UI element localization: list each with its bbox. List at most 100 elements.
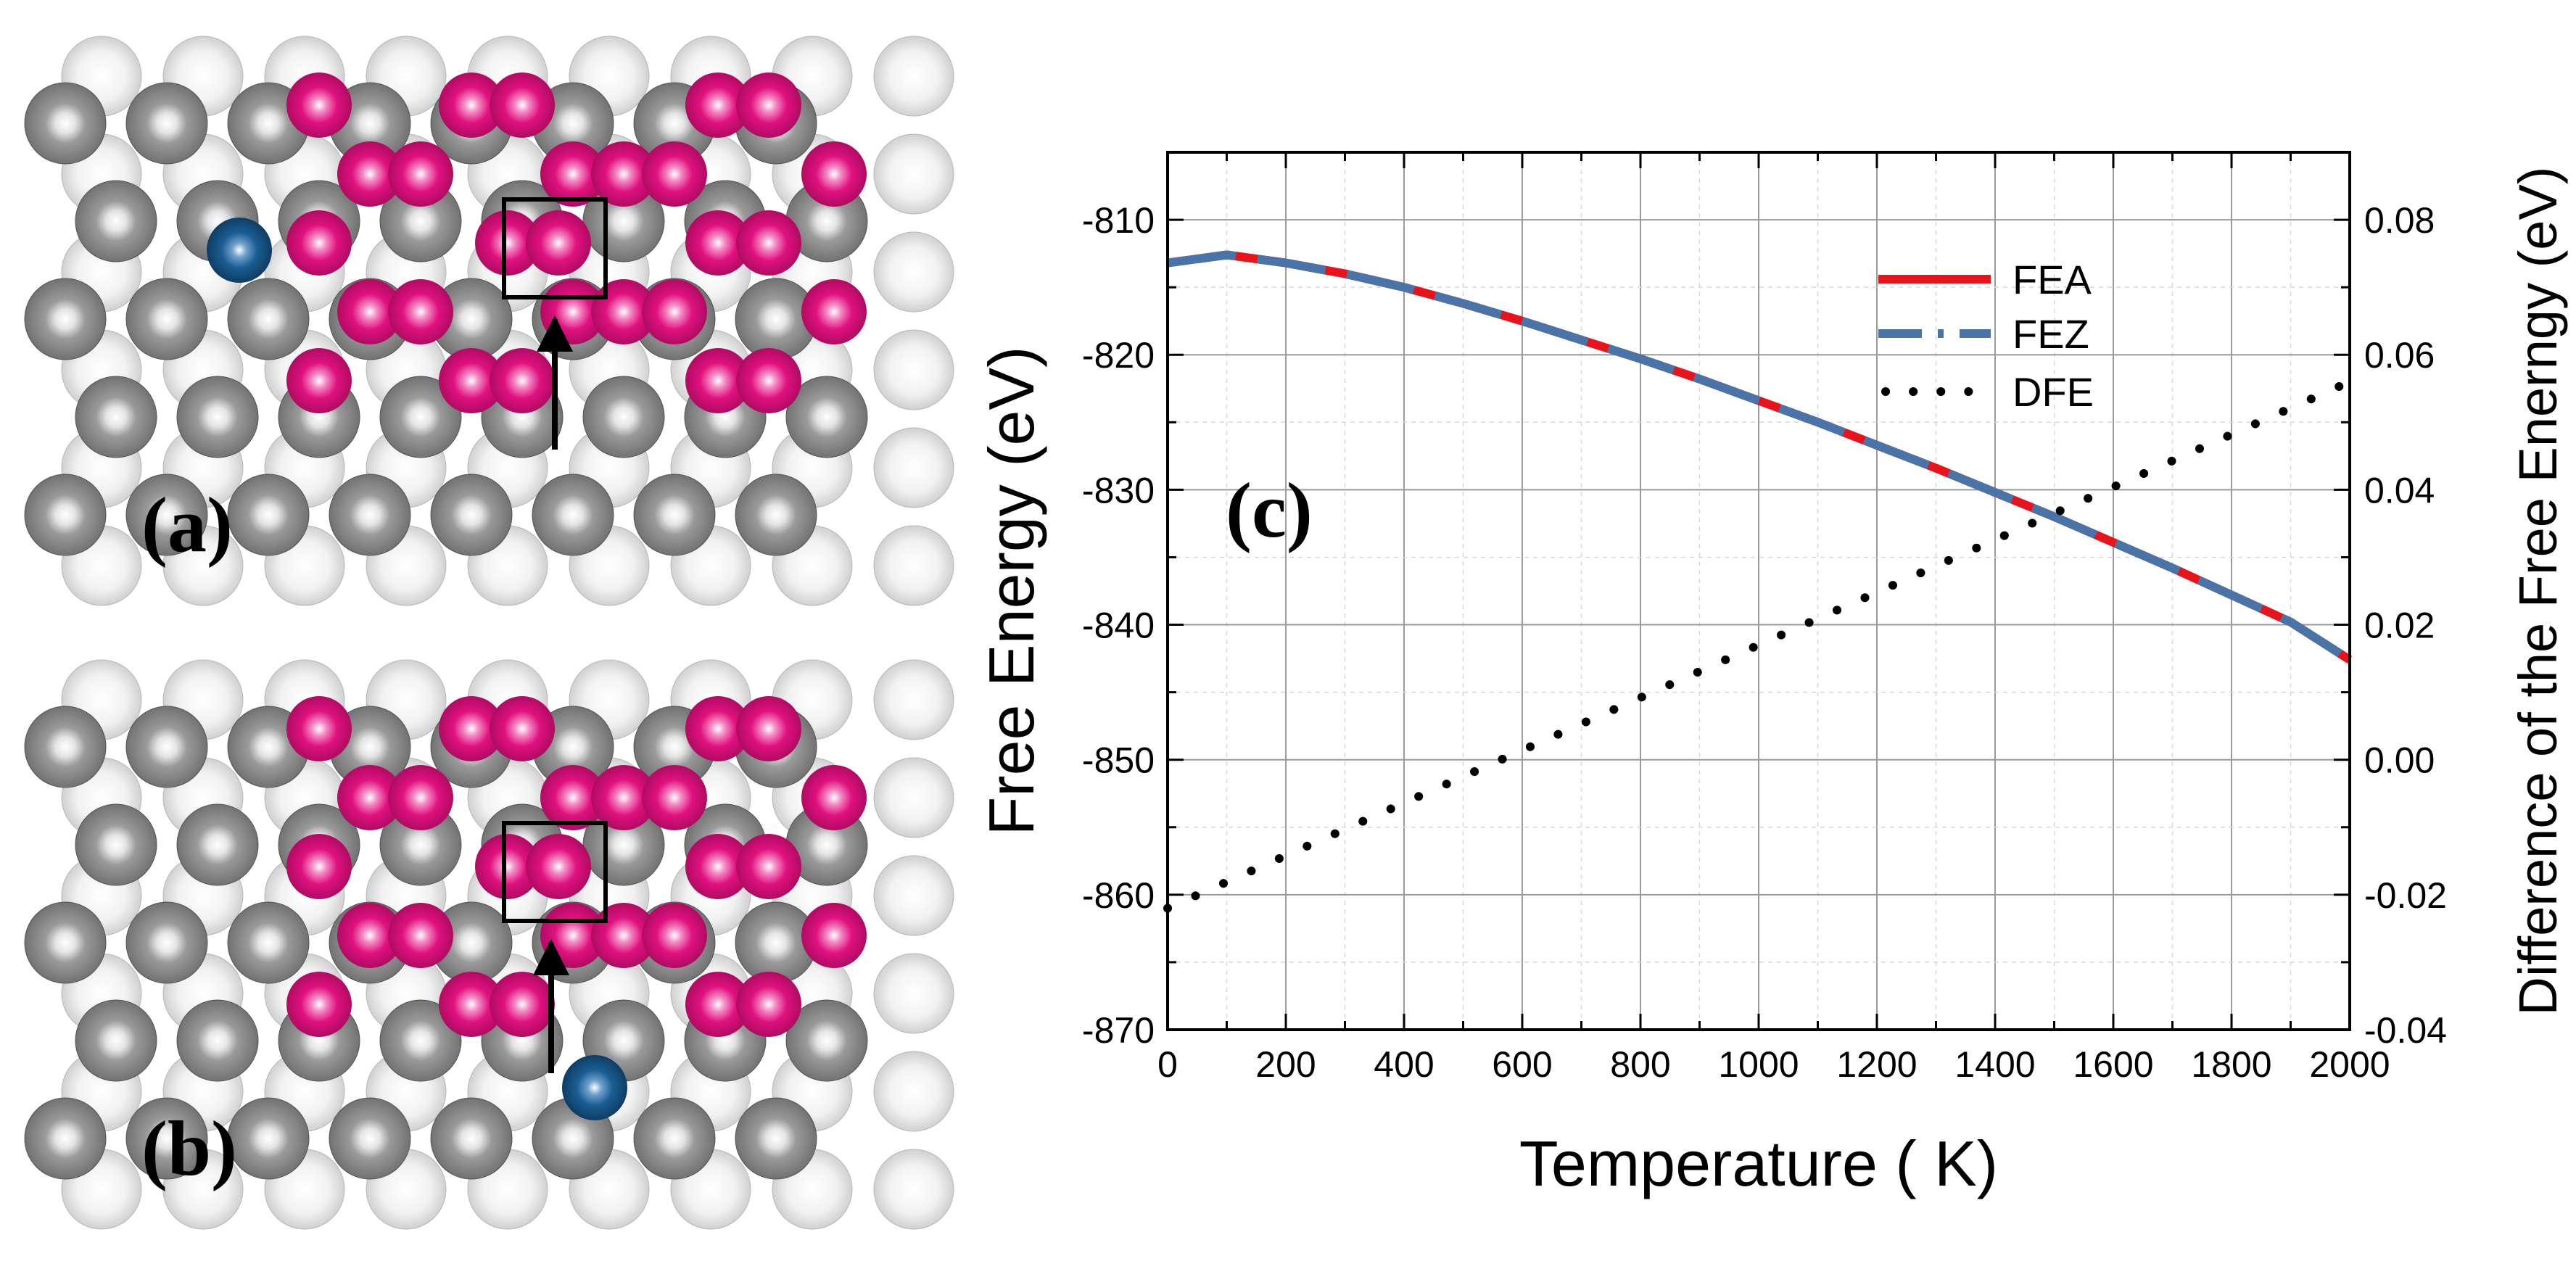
pink-atom	[490, 73, 555, 138]
gray-atom	[785, 999, 868, 1082]
y-tick-label: -840	[1082, 605, 1155, 646]
pink-atom	[526, 834, 591, 899]
pink-atom	[286, 73, 352, 138]
y-axis-label: Free Energy (eV)	[975, 347, 1047, 836]
pink-atom	[337, 765, 402, 830]
gray-atom	[633, 474, 716, 556]
blue-atom	[207, 218, 272, 283]
series-layer	[1163, 250, 2354, 913]
y2-tick-label: 0.00	[2364, 740, 2435, 781]
gray-atom	[176, 999, 259, 1082]
pink-atom	[801, 903, 867, 968]
white-atom	[873, 855, 954, 936]
gray-atom	[582, 376, 665, 458]
gray-atom	[24, 706, 107, 788]
y2-tick-label: -0.04	[2364, 1010, 2447, 1051]
gray-atom	[176, 376, 259, 458]
y2-tick-label: -0.02	[2364, 875, 2447, 916]
gray-atom	[125, 1097, 208, 1180]
pink-atom	[337, 141, 402, 207]
pink-atom	[286, 834, 352, 899]
white-atom	[873, 231, 954, 313]
pink-atom	[685, 73, 751, 138]
gray-atom	[379, 376, 462, 458]
gray-atom	[227, 278, 310, 360]
pink-atom	[540, 765, 606, 830]
x-tick-label: 800	[1610, 1044, 1670, 1085]
gray-atom	[785, 376, 868, 458]
pink-atom	[685, 972, 751, 1037]
legend-dfe-label: DFE	[2012, 369, 2094, 415]
pink-atom	[337, 903, 402, 968]
pink-atom	[736, 696, 801, 761]
pink-atom	[286, 696, 352, 761]
pink-atom	[388, 903, 453, 968]
pink-atom	[439, 348, 504, 413]
pink-atom	[286, 972, 352, 1037]
y-tick-label: -870	[1082, 1010, 1155, 1051]
free-energy-chart: 0 200 400 600 800 1000 1200 1400 1600 1800 2000 -87…	[975, 151, 2568, 1199]
gray-atom	[125, 278, 208, 360]
gray-atom	[24, 901, 107, 984]
arrow-head	[533, 939, 569, 975]
pink-atom	[439, 972, 504, 1037]
pink-atom	[642, 903, 707, 968]
y2-tick-label: 0.02	[2364, 605, 2435, 646]
pink-atom	[736, 834, 801, 899]
gray-atom	[75, 999, 157, 1082]
gray-atom	[24, 82, 107, 165]
pink-atom	[337, 279, 402, 344]
gray-atom	[125, 474, 208, 556]
gray-atom	[75, 180, 157, 263]
white-atom	[873, 1051, 954, 1132]
x-axis-label: Temperature ( K)	[1519, 1128, 1998, 1199]
x-tick-label: 1200	[1836, 1044, 1917, 1085]
x-tick-label: 400	[1374, 1044, 1434, 1085]
series-fez-line	[1167, 250, 2353, 664]
y2-tick-label: 0.08	[2364, 200, 2435, 241]
x-tick-label: 1000	[1718, 1044, 1799, 1085]
legend: FEA FEZ DFE	[1878, 257, 2094, 415]
x-tick-label: 1400	[1954, 1044, 2035, 1085]
panel-a-structure	[24, 36, 954, 606]
pink-atom	[388, 141, 453, 207]
y2-axis-label: Difference of the Free Enerngy (eV)	[2508, 167, 2568, 1016]
gray-atom	[125, 706, 208, 788]
pink-atom	[801, 141, 867, 207]
gray-atom	[125, 82, 208, 165]
tick-layer: 0 200 400 600 800 1000 1200 1400 1600 1800 2000 -87…	[1082, 151, 2447, 1085]
panel-a-label: (a)	[141, 482, 233, 569]
y-tick-label: -850	[1082, 740, 1155, 781]
pink-atom	[490, 972, 555, 1037]
gray-atom	[24, 1097, 107, 1180]
white-atom	[873, 1149, 954, 1230]
pink-atom	[736, 348, 801, 413]
pink-atom	[526, 210, 591, 276]
gray-atom	[227, 1097, 310, 1180]
gray-atom	[24, 474, 107, 556]
panel-b-label: (b)	[141, 1106, 237, 1192]
pink-atom	[736, 210, 801, 276]
pink-atom	[591, 141, 656, 207]
white-atom	[873, 953, 954, 1034]
blue-atom	[562, 1055, 627, 1120]
pink-atom	[286, 348, 352, 413]
chart-panel-label: (c)	[1226, 468, 1313, 554]
legend-fea-label: FEA	[2012, 257, 2092, 302]
x-tick-label: 1600	[2073, 1044, 2153, 1085]
pink-atom	[540, 141, 606, 207]
y-tick-label: -810	[1082, 200, 1155, 241]
gray-atom	[379, 999, 462, 1082]
gray-atom	[75, 376, 157, 458]
gray-atom	[329, 1097, 411, 1180]
gray-atom	[227, 474, 310, 556]
gray-atom	[24, 278, 107, 360]
white-atom	[873, 133, 954, 215]
pink-atom	[490, 348, 555, 413]
gray-atom	[75, 803, 157, 886]
highlight-box	[502, 821, 608, 923]
gray-atom	[735, 1097, 817, 1180]
pink-atom	[685, 696, 751, 761]
pink-atom	[388, 279, 453, 344]
white-atom	[873, 525, 954, 606]
